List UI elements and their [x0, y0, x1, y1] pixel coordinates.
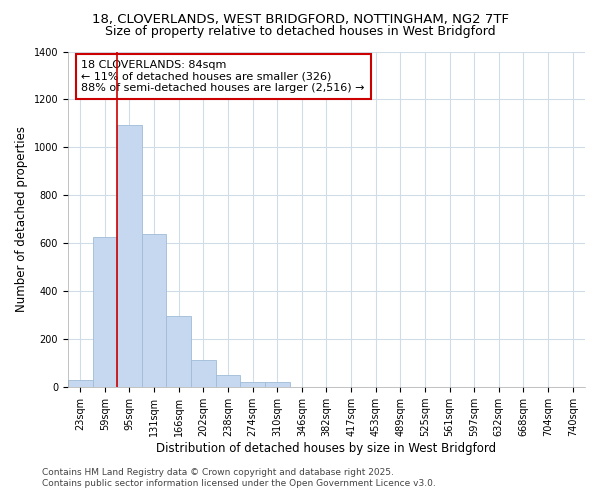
Bar — [92, 238, 117, 387]
Text: 18, CLOVERLANDS, WEST BRIDGFORD, NOTTINGHAM, NG2 7TF: 18, CLOVERLANDS, WEST BRIDGFORD, NOTTING… — [91, 12, 509, 26]
X-axis label: Distribution of detached houses by size in West Bridgford: Distribution of detached houses by size … — [157, 442, 497, 455]
Bar — [191, 360, 215, 387]
Text: Contains HM Land Registry data © Crown copyright and database right 2025.
Contai: Contains HM Land Registry data © Crown c… — [42, 468, 436, 487]
Bar — [117, 124, 142, 387]
Text: Size of property relative to detached houses in West Bridgford: Size of property relative to detached ho… — [104, 25, 496, 38]
Bar — [240, 382, 265, 387]
Y-axis label: Number of detached properties: Number of detached properties — [15, 126, 28, 312]
Bar — [142, 234, 166, 387]
Text: 18 CLOVERLANDS: 84sqm
← 11% of detached houses are smaller (326)
88% of semi-det: 18 CLOVERLANDS: 84sqm ← 11% of detached … — [82, 60, 365, 93]
Bar — [265, 382, 290, 387]
Bar — [215, 375, 240, 387]
Bar — [166, 316, 191, 387]
Bar — [68, 380, 92, 387]
